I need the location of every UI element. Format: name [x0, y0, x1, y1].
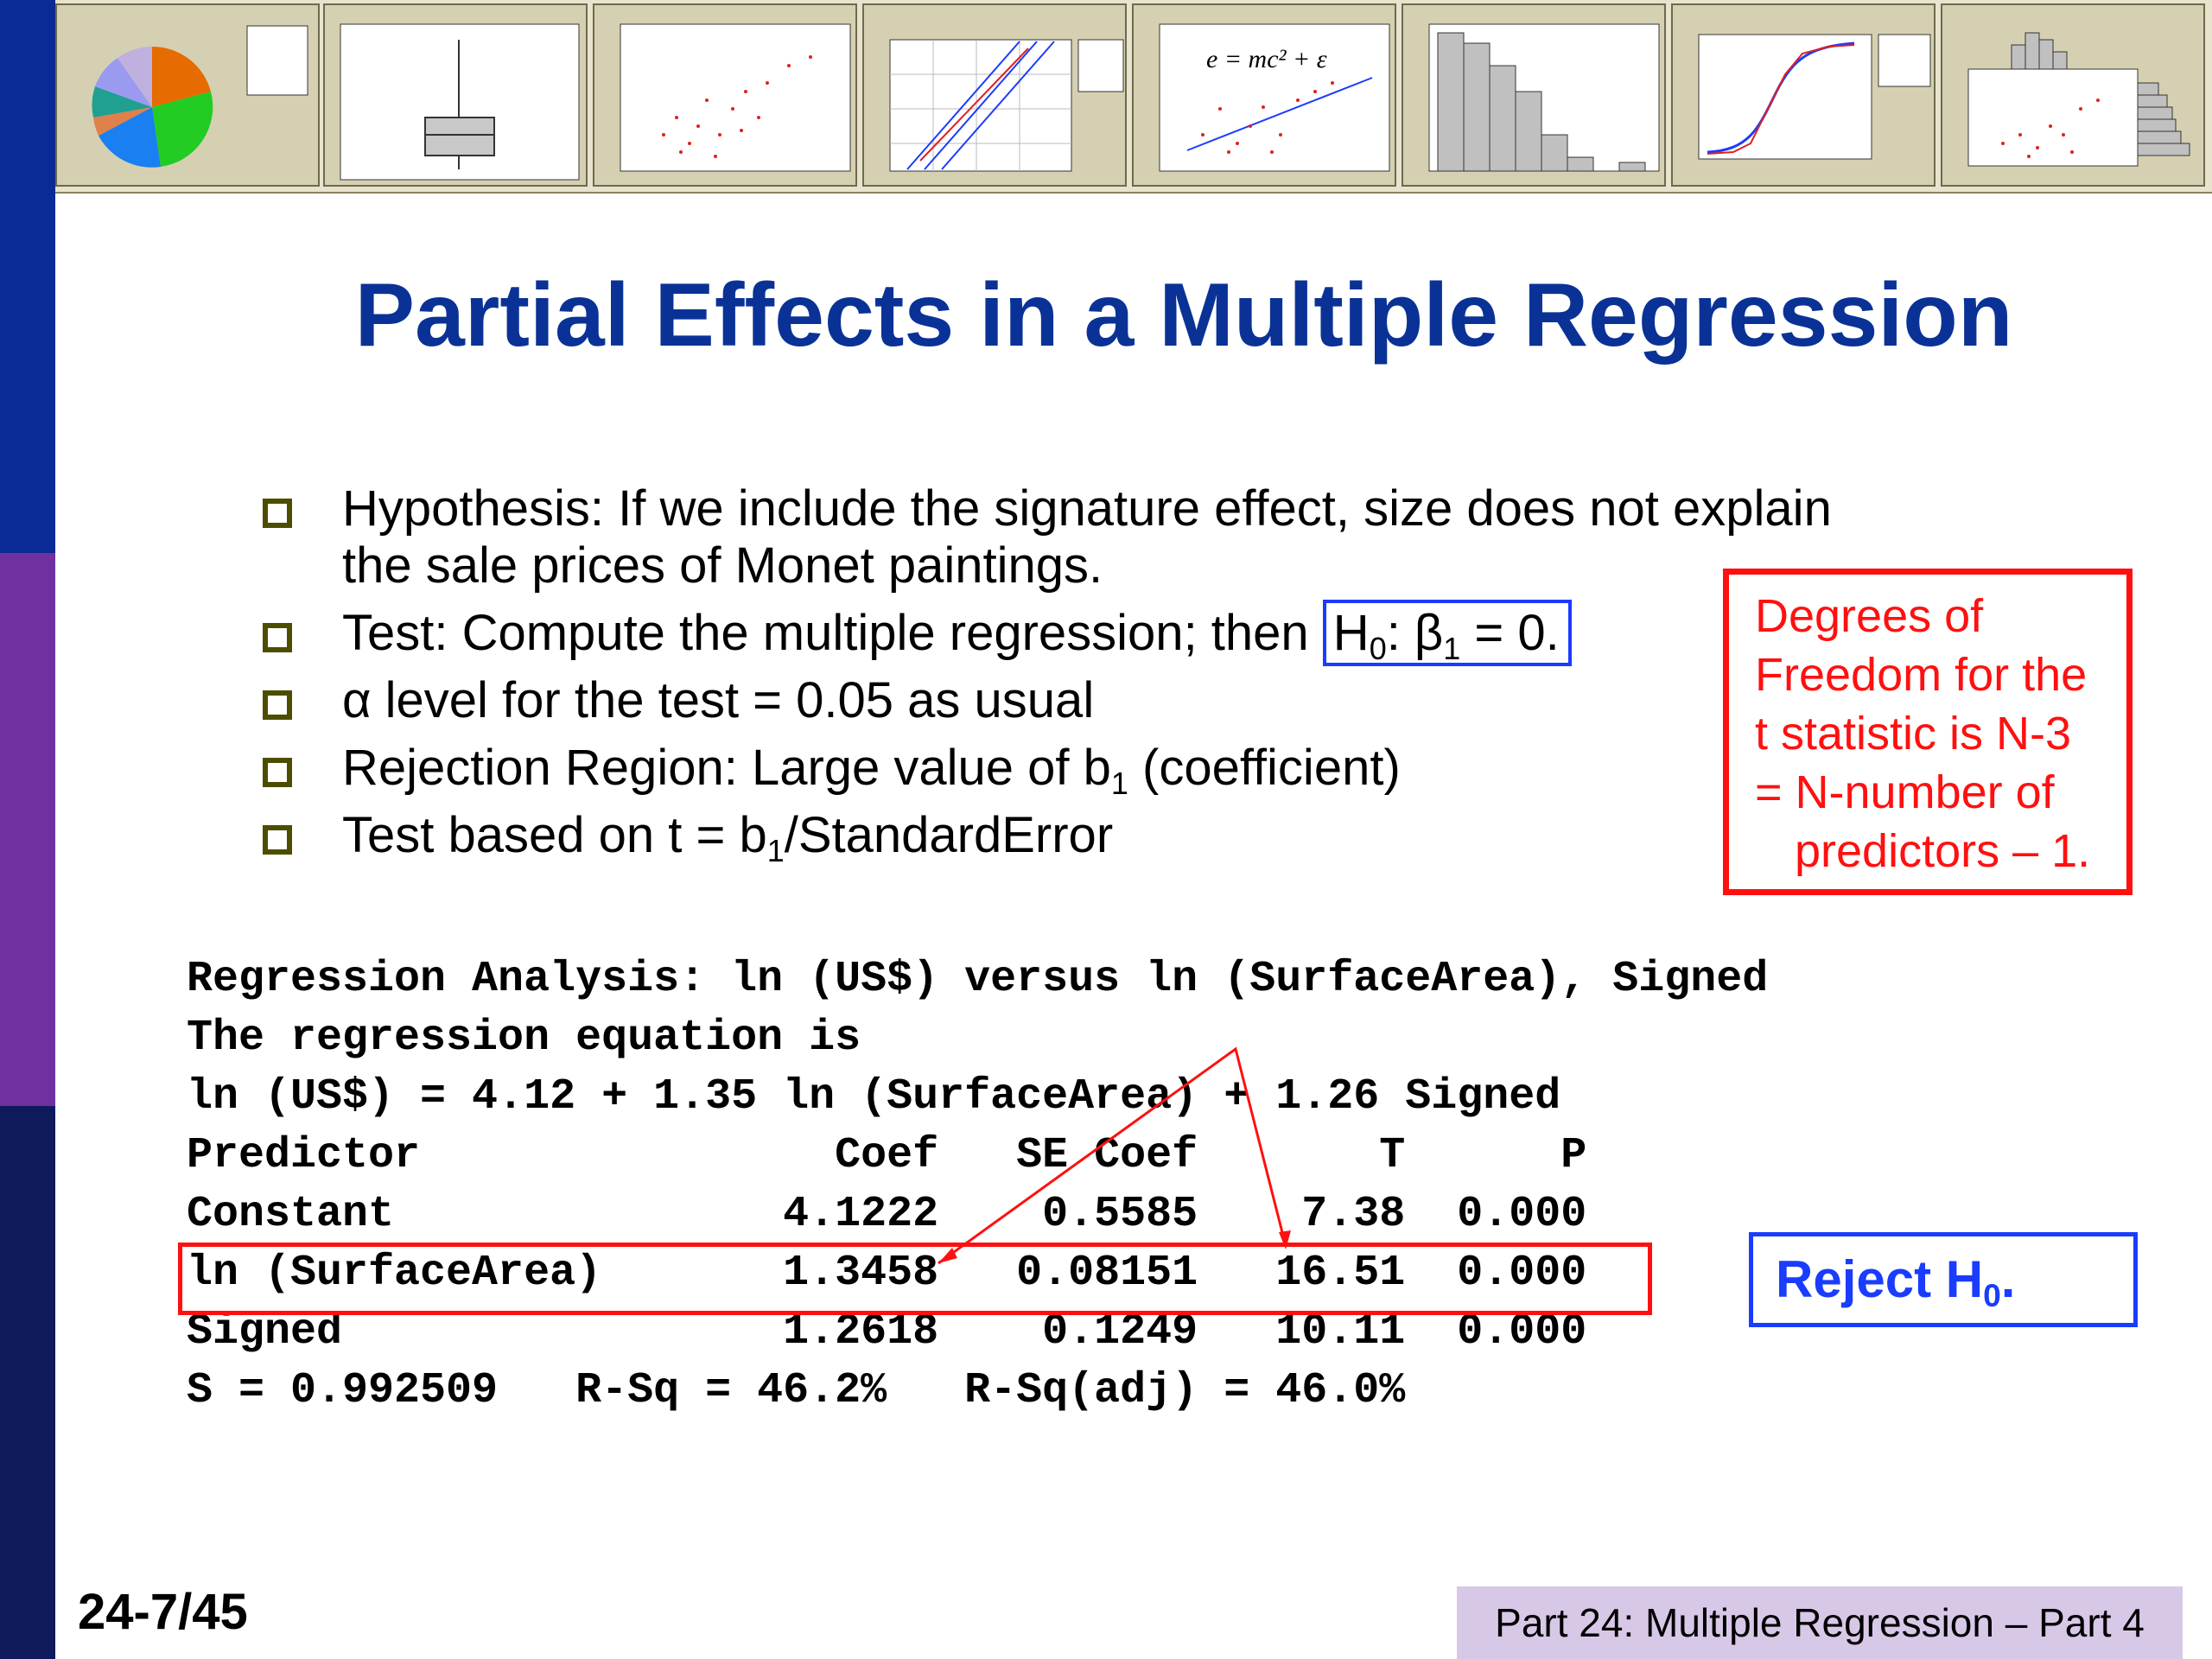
reject-h0-callout: Reject H0. — [1749, 1232, 2138, 1327]
thumbnail-regression-scatter: e = mc² + ε — [1132, 3, 1396, 187]
slide-title: Partial Effects in a Multiple Regression — [354, 265, 2013, 365]
null-hypothesis-box: H0: β1 = 0. — [1322, 600, 1572, 666]
bullet-hypothesis: Hypothesis: If we include the signature … — [257, 480, 1915, 594]
regression-output: Regression Analysis: ln (US$) versus ln … — [187, 950, 1768, 1421]
arrow-head-coef — [938, 1248, 957, 1263]
output-line: ln (SurfaceArea) 1.3458 0.08151 16.51 0.… — [187, 1249, 1587, 1298]
square-bullet-icon — [263, 758, 292, 787]
thumbnail-boxplot — [323, 3, 588, 187]
output-line: Regression Analysis: ln (US$) versus ln … — [187, 955, 1769, 1004]
left-band-bottom — [0, 1106, 55, 1659]
square-bullet-icon — [263, 499, 292, 528]
square-bullet-icon — [263, 690, 292, 720]
thumbnail-strip: e = mc² + ε — [55, 0, 2212, 194]
bullet-test-statistic: Test based on t = b1/StandardError — [257, 807, 1915, 866]
output-line: ln (US$) = 4.12 + 1.35 ln (SurfaceArea) … — [187, 1072, 1561, 1122]
page-number: 24-7/45 — [78, 1584, 248, 1640]
thumbnail-probability-plot — [862, 3, 1127, 187]
output-line: Constant 4.1222 0.5585 7.38 0.000 — [187, 1190, 1587, 1239]
square-bullet-icon — [263, 825, 292, 855]
output-line: The regression equation is — [187, 1014, 861, 1063]
thumbnail-equation: e = mc² + ε — [1206, 45, 1327, 73]
bullet-alpha-level: α level for the test = 0.05 as usual — [257, 672, 1915, 729]
square-bullet-icon — [263, 623, 292, 652]
output-line: Predictor Coef SE Coef T P — [187, 1131, 1587, 1180]
bullet-list: Hypothesis: If we include the signature … — [257, 480, 1915, 874]
bullet-rejection-region: Rejection Region: Large value of b1 (coe… — [257, 740, 1915, 798]
thumbnail-pie-chart — [55, 3, 320, 187]
output-line: Signed 1.2618 0.1249 10.11 0.000 — [187, 1307, 1587, 1357]
bullet-test: Test: Compute the multiple regression; t… — [257, 600, 1915, 666]
thumbnail-histogram — [1402, 3, 1666, 187]
left-band-top — [0, 0, 55, 553]
thumbnail-scatterplot — [593, 3, 857, 187]
arrow-head-t — [1279, 1230, 1291, 1249]
surface-area-row-highlight — [178, 1243, 1652, 1315]
output-line: S = 0.992509 R-Sq = 46.2% R-Sq(adj) = 46… — [187, 1366, 1406, 1415]
thumbnail-marginal-plot — [1941, 3, 2205, 187]
degrees-of-freedom-callout: Degrees of Freedom for the t statistic i… — [1723, 569, 2133, 895]
left-band-middle — [0, 553, 55, 1106]
footer-label: Part 24: Multiple Regression – Part 4 — [1457, 1586, 2183, 1659]
thumbnail-empirical-cdf — [1671, 3, 1936, 187]
